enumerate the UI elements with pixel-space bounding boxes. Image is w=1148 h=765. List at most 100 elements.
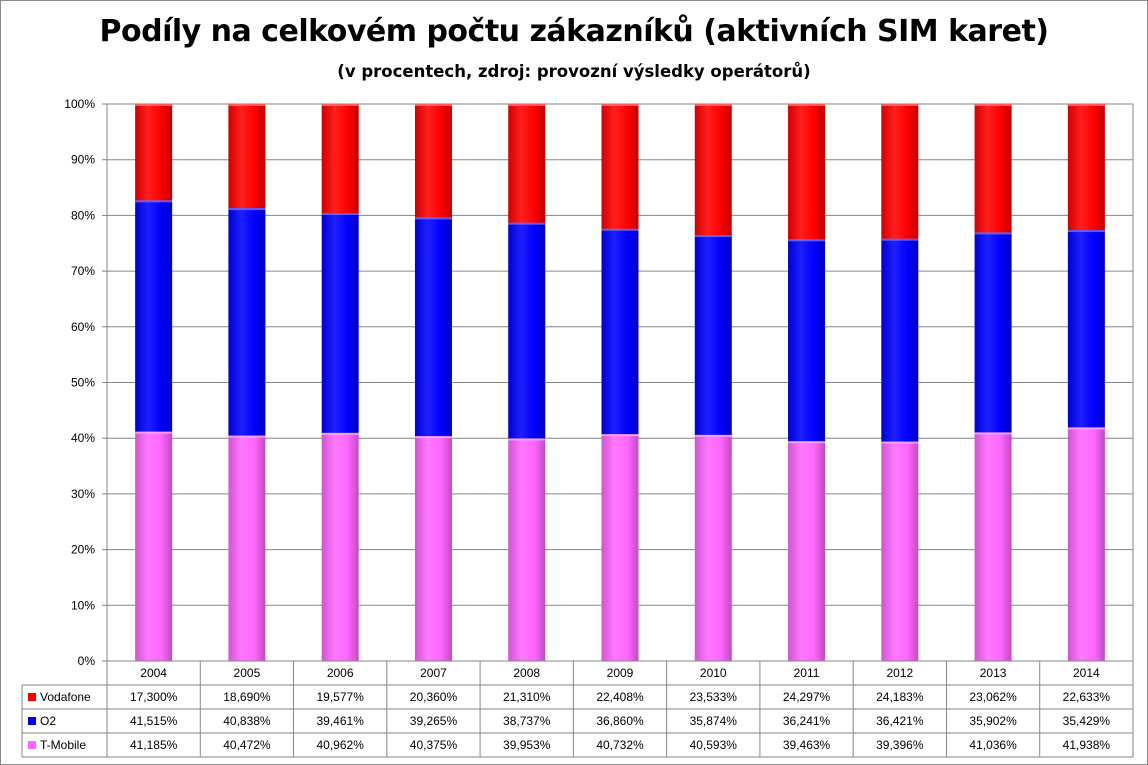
- x-tick-label-2007: 2007: [420, 666, 447, 680]
- data-table: 2004 2005 2006 2007 2008 2009 2010 2011 2012 2013…: [21, 660, 1134, 758]
- bar-t-mobile-2013: [974, 432, 1012, 661]
- bar-vodafone-2004: [135, 104, 173, 201]
- bar-o2-2013: [974, 232, 1012, 433]
- bar-highlight-vodafone-2012: [881, 104, 919, 106]
- table-cell-vodafone-2007: 20,360%: [410, 690, 458, 704]
- table-cell-t-mobile-2005: 40,472%: [223, 738, 271, 752]
- table-cell-o2-2013: 35,902%: [969, 714, 1017, 728]
- legend-label-o2: O2: [40, 714, 56, 728]
- x-tick-label-2012: 2012: [886, 666, 913, 680]
- bar-highlight-t-mobile-2006: [321, 432, 359, 435]
- table-cell-o2-2009: 36,860%: [596, 714, 644, 728]
- bar-o2-2012: [881, 238, 919, 442]
- table-cell-t-mobile-2013: 41,036%: [969, 738, 1017, 752]
- bar-highlight-vodafone-2006: [321, 104, 359, 106]
- bar-highlight-o2-2012: [881, 238, 919, 241]
- table-cell-vodafone-2011: 24,297%: [783, 690, 831, 704]
- legend-key-vodafone: [28, 693, 36, 701]
- table-cell-t-mobile-2008: 39,953%: [503, 738, 551, 752]
- bar-t-mobile-2010: [694, 434, 732, 661]
- bar-highlight-o2-2005: [228, 208, 266, 211]
- bar-vodafone-2013: [974, 104, 1012, 233]
- bar-highlight-t-mobile-2008: [508, 438, 546, 441]
- bar-highlight-vodafone-2011: [788, 103, 826, 106]
- y-tick-label: 10%: [71, 598, 95, 612]
- bar-highlight-vodafone-2009: [601, 104, 639, 106]
- table-cell-vodafone-2008: 21,310%: [503, 690, 551, 704]
- bar-t-mobile-2011: [788, 441, 826, 661]
- chart-subtitle: (v procentech, zdroj: provozní výsledky …: [337, 62, 811, 81]
- bar-highlight-t-mobile-2009: [601, 434, 639, 437]
- bar-t-mobile-2009: [601, 434, 639, 661]
- table-cell-o2-2014: 35,429%: [1063, 714, 1111, 728]
- table-cell-t-mobile-2009: 40,732%: [596, 738, 644, 752]
- bar-highlight-vodafone-2010: [694, 104, 732, 106]
- y-tick-label: 60%: [71, 320, 95, 334]
- table-cell-o2-2011: 36,241%: [783, 714, 831, 728]
- bar-highlight-o2-2004: [135, 200, 173, 203]
- bar-o2-2005: [228, 208, 266, 436]
- bar-vodafone-2007: [414, 104, 452, 218]
- table-cell-t-mobile-2007: 40,375%: [410, 738, 458, 752]
- bar-o2-2010: [694, 235, 732, 435]
- table-cell-o2-2007: 39,265%: [410, 714, 458, 728]
- bar-highlight-t-mobile-2005: [228, 435, 266, 438]
- bar-vodafone-2006: [321, 104, 359, 214]
- bar-vodafone-2014: [1067, 104, 1105, 231]
- bar-highlight-vodafone-2013: [974, 104, 1012, 106]
- x-tick-label-2008: 2008: [513, 666, 540, 680]
- x-tick-label-2013: 2013: [980, 666, 1007, 680]
- y-tick-label: 0%: [78, 654, 96, 668]
- y-tick-label: 30%: [71, 487, 95, 501]
- bar-highlight-o2-2013: [974, 232, 1012, 235]
- table-cell-vodafone-2012: 24,183%: [876, 690, 924, 704]
- bar-t-mobile-2005: [228, 435, 266, 661]
- table-cell-o2-2004: 41,515%: [130, 714, 178, 728]
- table-cell-t-mobile-2010: 40,593%: [690, 738, 738, 752]
- bar-highlight-t-mobile-2013: [974, 432, 1012, 435]
- bar-vodafone-2008: [508, 104, 546, 223]
- bar-highlight-t-mobile-2014: [1067, 427, 1105, 430]
- bar-vodafone-2011: [788, 103, 826, 240]
- bar-highlight-vodafone-2007: [414, 104, 452, 106]
- legend-key-t-mobile: [28, 741, 36, 749]
- x-tick-label-2009: 2009: [607, 666, 634, 680]
- bar-t-mobile-2012: [881, 441, 919, 661]
- y-tick-label: 40%: [71, 431, 95, 445]
- bar-highlight-t-mobile-2007: [414, 436, 452, 439]
- y-tick-label: 20%: [71, 543, 95, 557]
- bar-t-mobile-2014: [1067, 427, 1105, 661]
- bar-highlight-o2-2008: [508, 222, 546, 225]
- x-tick-label-2005: 2005: [234, 666, 261, 680]
- table-cell-o2-2012: 36,421%: [876, 714, 924, 728]
- bar-highlight-vodafone-2004: [135, 104, 173, 106]
- bar-highlight-o2-2006: [321, 213, 359, 216]
- bar-highlight-vodafone-2014: [1067, 104, 1105, 106]
- x-tick-label-2011: 2011: [794, 666, 820, 680]
- y-tick-label: 100%: [64, 97, 95, 111]
- chart-title: Podíly na celkovém počtu zákazníků (akti…: [99, 14, 1050, 49]
- bar-highlight-t-mobile-2010: [694, 434, 732, 437]
- table-cell-t-mobile-2014: 41,938%: [1063, 738, 1111, 752]
- bar-o2-2006: [321, 213, 359, 433]
- bar-vodafone-2012: [881, 104, 919, 239]
- bar-highlight-vodafone-2005: [228, 104, 266, 106]
- bar-highlight-o2-2011: [788, 239, 826, 242]
- bar-o2-2008: [508, 222, 546, 439]
- bar-t-mobile-2008: [508, 438, 546, 661]
- legend-label-t-mobile: T-Mobile: [40, 738, 86, 752]
- table-cell-o2-2008: 38,737%: [503, 714, 551, 728]
- legend-key-o2: [28, 717, 36, 725]
- x-tick-label-2014: 2014: [1073, 666, 1100, 680]
- bars: [135, 103, 1105, 661]
- table-cell-vodafone-2004: 17,300%: [130, 690, 178, 704]
- bar-vodafone-2009: [601, 104, 639, 229]
- table-cell-vodafone-2010: 23,533%: [690, 690, 738, 704]
- bar-highlight-o2-2010: [694, 235, 732, 238]
- x-tick-label-2004: 2004: [140, 666, 167, 680]
- bar-highlight-vodafone-2008: [508, 104, 546, 106]
- y-tick-label: 90%: [71, 153, 95, 167]
- legend-label-vodafone: Vodafone: [40, 690, 91, 704]
- table-cell-vodafone-2014: 22,633%: [1063, 690, 1111, 704]
